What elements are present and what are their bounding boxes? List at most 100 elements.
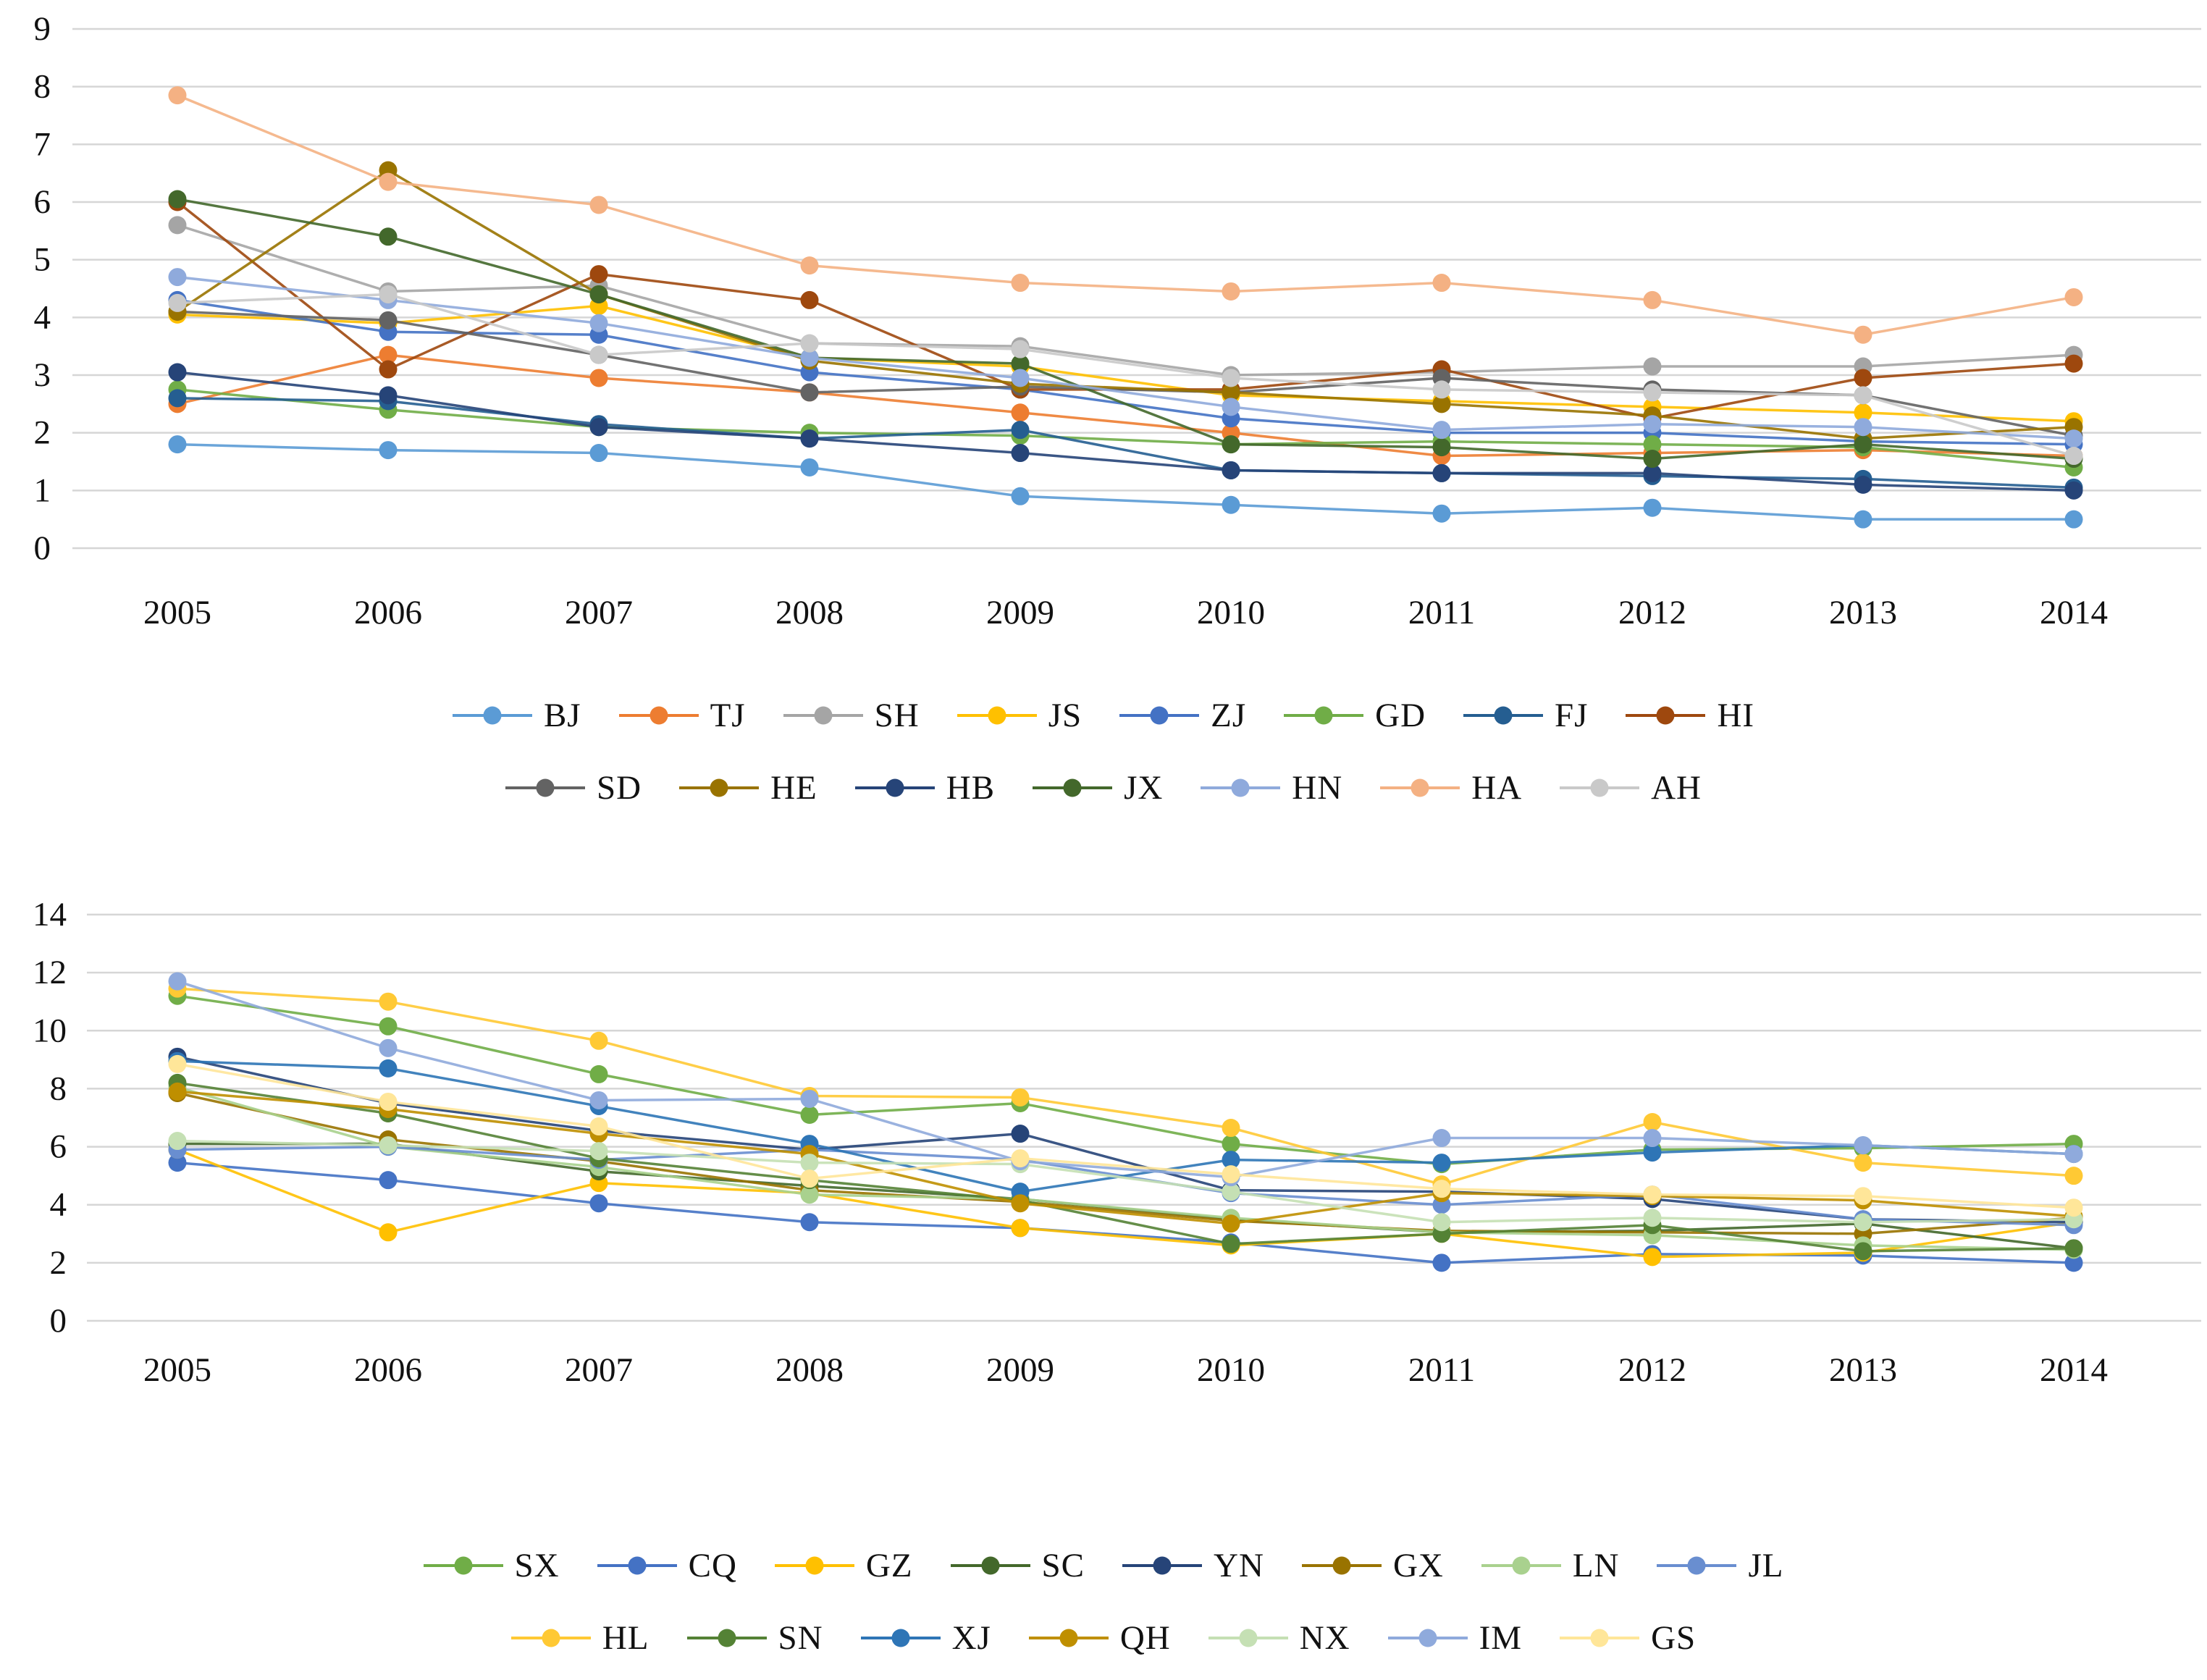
legend-label: ZJ xyxy=(1211,697,1247,734)
legend-marker-XJ xyxy=(860,1629,941,1647)
legend-item-CQ: CQ xyxy=(597,1546,737,1585)
x-axis-year-label: 2009 xyxy=(986,594,1054,631)
legend-label: QH xyxy=(1119,1619,1171,1657)
data-point-IM xyxy=(1643,1129,1662,1148)
data-point-HL xyxy=(1222,1119,1240,1138)
y-axis-tick-label: 2 xyxy=(34,414,51,452)
data-point-IM xyxy=(800,1089,819,1108)
legend-marker-BJ xyxy=(452,706,532,725)
legend-marker-SD xyxy=(505,778,586,797)
data-point-HB xyxy=(1854,475,1872,494)
series-line-BJ xyxy=(177,442,2074,521)
legend-item-QH: QH xyxy=(1028,1618,1171,1658)
data-point-BJ xyxy=(1432,504,1451,523)
legend-row: SX CQ GZ SC YN GX LN JL xyxy=(405,1529,1803,1602)
legend-label: HI xyxy=(1717,697,1755,734)
x-axis-year-label: 2013 xyxy=(1829,1351,1897,1389)
data-point-NX xyxy=(1854,1213,1872,1232)
legend-marker-SH xyxy=(783,706,863,725)
legend-item-HE: HE xyxy=(679,768,817,807)
data-point-HL xyxy=(1011,1088,1030,1106)
data-point-HE xyxy=(1222,383,1240,402)
data-point-XJ xyxy=(379,1059,398,1078)
series-line-SH xyxy=(177,224,2074,377)
data-point-YN xyxy=(1011,1125,1030,1143)
legend-label: GX xyxy=(1392,1547,1444,1584)
data-point-AH xyxy=(2064,447,2083,466)
data-point-HB xyxy=(1432,463,1451,482)
legend-item-YN: YN xyxy=(1122,1546,1264,1585)
data-point-BJ xyxy=(1222,495,1240,514)
legend-marker-FJ xyxy=(1463,706,1544,725)
data-point-JX xyxy=(1222,435,1240,454)
x-axis-year-label: 2014 xyxy=(2040,594,2108,631)
data-point-SN xyxy=(1222,1235,1240,1253)
bottom-line-chart: 0 2 4 6 8 10 12 14 2005 2006 2007 2008 2009 2010 2011 2… xyxy=(33,896,2201,1389)
data-point-NX xyxy=(1432,1213,1451,1232)
legend-item-NX: NX xyxy=(1208,1618,1350,1658)
data-point-JX xyxy=(589,285,608,303)
data-point-SD xyxy=(379,311,398,329)
legend-marker-LN xyxy=(1481,1556,1561,1575)
data-point-HA xyxy=(1854,325,1872,344)
data-point-JX xyxy=(379,227,398,246)
legend-marker-IM xyxy=(1387,1629,1468,1647)
x-axis-year-label: 2007 xyxy=(565,594,633,631)
data-point-CQ xyxy=(800,1213,819,1232)
x-axis-year-label: 2010 xyxy=(1197,1351,1265,1389)
legend-item-AH: AH xyxy=(1560,768,1702,807)
data-point-SD xyxy=(800,383,819,402)
data-point-GS xyxy=(168,1054,187,1073)
data-point-IM xyxy=(168,972,187,991)
legend-row: HL SN XJ QH NX IM GS xyxy=(492,1602,1715,1674)
data-point-HL xyxy=(1643,1113,1662,1132)
data-point-HA xyxy=(1222,282,1240,301)
legend-label: FJ xyxy=(1555,697,1589,734)
data-point-HB xyxy=(168,363,187,382)
x-axis-year-label: 2011 xyxy=(1408,1351,1475,1389)
data-point-BJ xyxy=(168,435,187,454)
x-axis-year-label: 2006 xyxy=(354,594,422,631)
data-point-CQ xyxy=(379,1171,398,1190)
data-point-JX xyxy=(1432,438,1451,457)
data-point-GS xyxy=(1854,1187,1872,1206)
legend-marker-SC xyxy=(950,1556,1030,1575)
legend-label: YN xyxy=(1214,1547,1264,1584)
data-point-AH xyxy=(168,293,187,312)
legend-label: JS xyxy=(1048,697,1083,734)
legend-label: LN xyxy=(1572,1547,1620,1584)
data-point-BJ xyxy=(1643,498,1662,517)
series-line-SN xyxy=(177,1081,2074,1253)
data-point-AH xyxy=(1854,386,1872,405)
legend-label: SX xyxy=(514,1547,560,1584)
data-point-HE xyxy=(1432,395,1451,413)
data-point-NX xyxy=(168,1132,187,1151)
x-axis-year-label: 2005 xyxy=(143,1351,211,1389)
data-point-HI xyxy=(800,290,819,309)
data-point-SX xyxy=(379,1017,398,1036)
data-point-JX xyxy=(1854,435,1872,454)
legend-item-TJ: TJ xyxy=(618,696,746,735)
legend-item-HI: HI xyxy=(1626,696,1754,735)
legend-item-SD: SD xyxy=(505,768,642,807)
data-point-BJ xyxy=(1854,510,1872,529)
legend-marker-HA xyxy=(1380,778,1460,797)
legend-marker-QH xyxy=(1028,1629,1109,1647)
data-point-GS xyxy=(2064,1198,2083,1217)
data-point-BJ xyxy=(379,441,398,460)
legend-item-HL: HL xyxy=(510,1618,650,1658)
data-point-GZ xyxy=(1011,1219,1030,1238)
data-point-AH xyxy=(1222,369,1240,387)
data-point-TJ xyxy=(1011,403,1030,422)
y-axis-tick-label: 5 xyxy=(34,241,51,279)
series-line-GZ xyxy=(177,1148,2074,1259)
legend-label: HN xyxy=(1292,769,1343,807)
data-point-IM xyxy=(1854,1136,1872,1155)
data-point-HA xyxy=(379,172,398,191)
data-point-NX xyxy=(379,1136,398,1155)
series-line-HI xyxy=(176,201,2074,420)
data-point-XJ xyxy=(1222,1151,1240,1169)
data-point-CQ xyxy=(2064,1253,2083,1272)
data-point-CQ xyxy=(589,1194,608,1213)
y-axis-tick-label: 3 xyxy=(34,356,51,394)
